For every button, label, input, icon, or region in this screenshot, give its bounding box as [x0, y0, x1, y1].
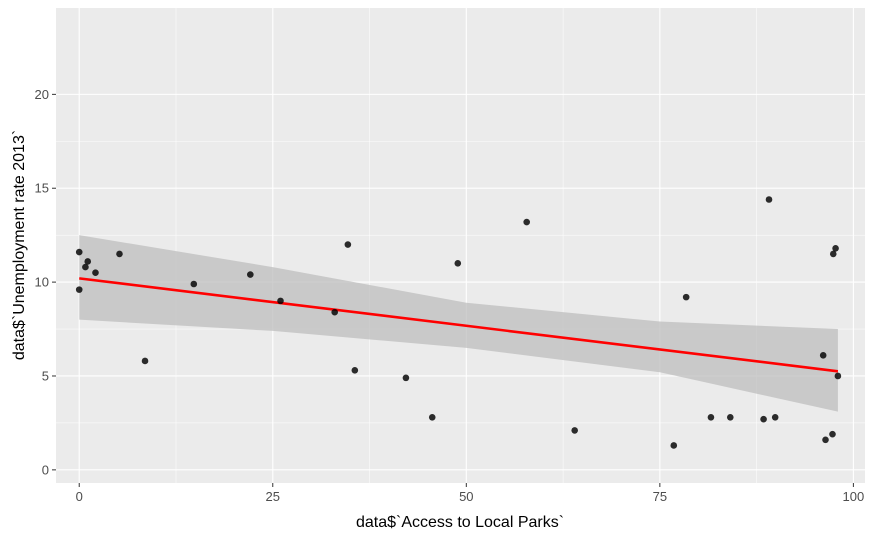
data-point	[765, 196, 773, 203]
data-point	[331, 308, 338, 316]
data-point	[832, 245, 839, 252]
data-point	[247, 271, 254, 278]
data-point	[402, 374, 410, 382]
regression-line	[79, 277, 839, 373]
data-point	[75, 286, 83, 293]
x-tick-label: 50	[459, 489, 473, 504]
data-point	[523, 218, 530, 226]
y-tick-label: 10	[35, 275, 49, 290]
data-point	[116, 250, 123, 258]
x-axis-ticks: 0 25 50 75 100	[76, 483, 865, 504]
data-point	[141, 357, 149, 365]
data-point	[819, 352, 827, 359]
data-point	[571, 427, 578, 434]
data-point	[92, 269, 99, 277]
x-tick-label: 0	[76, 489, 83, 504]
data-point	[190, 280, 198, 288]
y-tick-label: 20	[35, 87, 49, 102]
major-gridlines	[56, 8, 865, 483]
data-point	[829, 250, 837, 258]
data-point	[428, 413, 436, 421]
y-tick-label: 5	[42, 368, 49, 383]
y-tick-label: 15	[35, 181, 49, 196]
data-point	[344, 241, 352, 248]
y-axis-title: data$`Unemployment rate 2013`	[11, 130, 28, 360]
data-point	[351, 367, 359, 374]
x-tick-label: 25	[266, 489, 280, 504]
data-points	[75, 196, 842, 449]
data-point	[82, 263, 89, 271]
data-point	[707, 413, 715, 421]
y-tick-label: 0	[42, 462, 49, 477]
data-point	[682, 293, 690, 301]
data-point	[726, 413, 734, 421]
data-point	[829, 430, 836, 438]
plot-panel	[56, 8, 865, 483]
data-point	[834, 372, 842, 380]
data-point	[84, 258, 92, 265]
confidence-band	[79, 235, 838, 412]
data-point	[670, 442, 678, 449]
data-point	[771, 413, 779, 421]
x-tick-label: 75	[653, 489, 667, 504]
data-point	[454, 260, 462, 267]
data-point	[822, 436, 829, 444]
x-tick-label: 100	[843, 489, 865, 504]
y-axis-ticks: 0 5 10 15 20	[35, 87, 56, 477]
data-point	[760, 415, 767, 423]
data-point	[277, 297, 284, 305]
data-point	[75, 248, 83, 256]
x-axis-title: data$`Access to Local Parks`	[356, 514, 564, 531]
